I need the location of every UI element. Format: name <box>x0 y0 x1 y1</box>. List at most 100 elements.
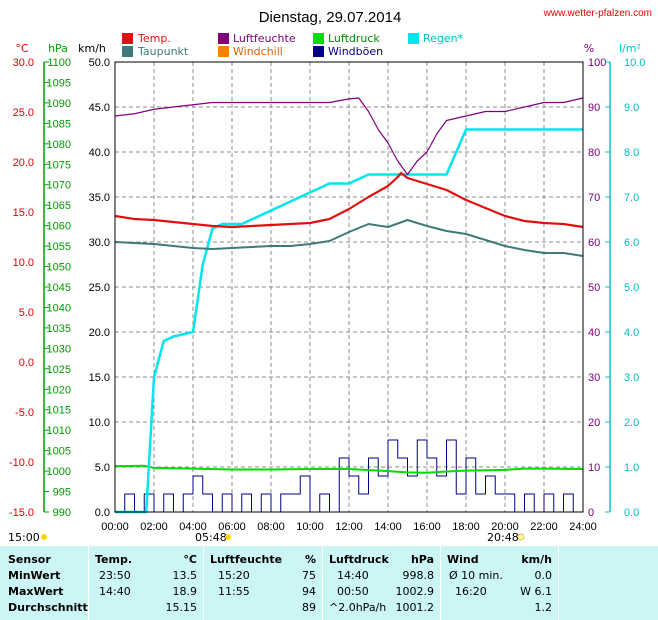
hpa-tick-label: 1075 <box>47 159 71 171</box>
hpa-tick-label: 1095 <box>47 77 71 89</box>
press-avg-trend: ^2.0hPa/h <box>329 601 387 614</box>
kmh-tick-label: 40.0 <box>89 147 110 159</box>
col-pressure: Luftdruck hPa 14:40 998.8 00:50 1002.9 ^… <box>323 546 441 620</box>
wind-max-value: W 6.1 <box>520 585 552 598</box>
header-temp-unit: °C <box>183 553 197 566</box>
press-avg-value: 1001.2 <box>395 601 435 614</box>
header-humidity: Luftfeuchte <box>210 553 283 566</box>
kmh-tick-label: 25.0 <box>89 282 110 294</box>
hpa-tick-label: 995 <box>53 487 71 499</box>
col-humidity: Luftfeuchte % 15:20 75 11:55 94 89 <box>204 546 323 620</box>
percent-tick-label: 100 <box>588 57 606 69</box>
plot-series <box>114 97 584 514</box>
plot-frame <box>114 61 584 513</box>
hpa-tick-label: 990 <box>53 507 71 519</box>
rain-tick-label: 4.0 <box>624 327 639 339</box>
source-link[interactable]: www.wetter-pfalzen.com <box>543 8 652 19</box>
kmh-tick-label: 0.0 <box>95 507 110 519</box>
percent-tick-label: 0 <box>588 507 594 519</box>
header-sensor: Sensor <box>8 553 51 566</box>
legend-item-pressure: Luftdruck <box>313 32 380 45</box>
time-tick-label: 16:00 <box>413 521 441 533</box>
legend-swatch-dew <box>122 46 133 57</box>
series-line-luftfeuchte <box>114 97 584 176</box>
header-wind-unit: km/h <box>521 553 552 566</box>
plot-grid <box>115 62 583 512</box>
hum-min-value: 75 <box>302 569 316 582</box>
legend-item-dew: Taupunkt <box>122 45 189 58</box>
summary-table: Sensor MinWert MaxWert Durchschnitt Temp… <box>0 546 658 620</box>
time-tick-label: 22:00 <box>530 521 558 533</box>
hpa-tick-label: 1035 <box>47 323 71 335</box>
series-line-temp <box>114 171 584 229</box>
percent-tick-label: 10 <box>588 462 600 474</box>
hum-min-time: 15:20 <box>218 569 250 582</box>
rain-tick-label: 2.0 <box>624 417 639 429</box>
legend-label-temp: Temp. <box>137 32 171 45</box>
row-label-avg: Durchschnitt <box>8 601 88 614</box>
rain-tick-label: 9.0 <box>624 102 639 114</box>
percent-tick-label: 50 <box>588 282 600 294</box>
celsius-tick-label: 10.0 <box>13 257 34 269</box>
hpa-tick-label: 1030 <box>47 343 71 355</box>
legend-item-rain: Regen* <box>408 32 464 45</box>
kmh-tick-label: 20.0 <box>89 327 110 339</box>
rain-tick-label: 0.0 <box>624 507 639 519</box>
hum-max-time: 11:55 <box>218 585 250 598</box>
hpa-tick-label: 1000 <box>47 466 71 478</box>
celsius-tick-label: 25.0 <box>13 107 34 119</box>
hpa-tick-label: 1045 <box>47 282 71 294</box>
temp-max-value: 18.9 <box>172 585 198 598</box>
legend-label-dew: Taupunkt <box>137 45 189 58</box>
kmh-tick-label: 5.0 <box>95 462 110 474</box>
percent-tick-label: 90 <box>588 102 600 114</box>
celsius-tick-label: 15.0 <box>13 207 34 219</box>
wind-max-time: 16:20 <box>455 585 487 598</box>
sun-markers: 15:00 05:48 20:48 <box>8 531 525 544</box>
header-pressure: Luftdruck <box>329 553 389 566</box>
legend-item-temp: Temp. <box>122 32 171 45</box>
hpa-tick-label: 1055 <box>47 241 71 253</box>
sunset-label: 20:48 <box>487 531 519 544</box>
hpa-tick-label: 1100 <box>47 57 71 69</box>
legend: Temp. Luftfeuchte Luftdruck Regen* Taupu… <box>122 32 464 58</box>
row-label-min: MinWert <box>8 569 61 582</box>
time-tick-label: 08:00 <box>257 521 285 533</box>
axis-ticks: 30.0 25.0 20.0 15.0 10.0 5.0 0.0 -5.0 -10.0 -15.0… <box>9 57 646 533</box>
press-min-time: 14:40 <box>337 569 369 582</box>
header-pressure-unit: hPa <box>410 553 434 566</box>
wind-min-note: Ø 10 min. <box>449 569 503 582</box>
legend-swatch-pressure <box>313 33 324 44</box>
temp-avg-value: 15.15 <box>165 601 198 614</box>
kmh-tick-label: 30.0 <box>89 237 110 249</box>
time-tick-label: 24:00 <box>569 521 597 533</box>
rain-tick-label: 3.0 <box>624 372 639 384</box>
sunrise-label: 05:48 <box>195 531 227 544</box>
time-tick-label: 06:00 <box>218 521 246 533</box>
col-sensor: Sensor MinWert MaxWert Durchschnitt <box>0 546 89 620</box>
rain-tick-label: 5.0 <box>624 282 639 294</box>
temp-min-time: 23:50 <box>99 569 131 582</box>
legend-label-rain: Regen* <box>423 32 464 45</box>
hum-avg-value: 89 <box>302 601 316 614</box>
kmh-tick-label: 15.0 <box>89 372 110 384</box>
series-line-windben <box>115 439 584 513</box>
hpa-tick-label: 1065 <box>47 200 71 212</box>
time-tick-label: 00:00 <box>101 521 129 533</box>
header-humidity-unit: % <box>304 553 316 566</box>
rain-tick-label: 10.0 <box>624 57 645 69</box>
press-max-value: 1002.9 <box>395 585 435 598</box>
celsius-tick-label: -5.0 <box>15 407 34 419</box>
time-tick-label: 02:00 <box>140 521 168 533</box>
celsius-tick-label: 0.0 <box>19 357 34 369</box>
time-tick-label: 10:00 <box>296 521 324 533</box>
wind-min-value: 0.0 <box>534 569 553 582</box>
header-temp: Temp. <box>95 553 133 566</box>
celsius-tick-label: -15.0 <box>9 507 34 519</box>
chart-title: Dienstag, 29.07.2014 <box>259 9 402 26</box>
legend-label-gust: Windböen <box>328 45 383 58</box>
press-max-time: 00:50 <box>337 585 369 598</box>
hpa-tick-label: 1020 <box>47 384 71 396</box>
percent-tick-label: 70 <box>588 192 600 204</box>
time-tick-label: 18:00 <box>452 521 480 533</box>
